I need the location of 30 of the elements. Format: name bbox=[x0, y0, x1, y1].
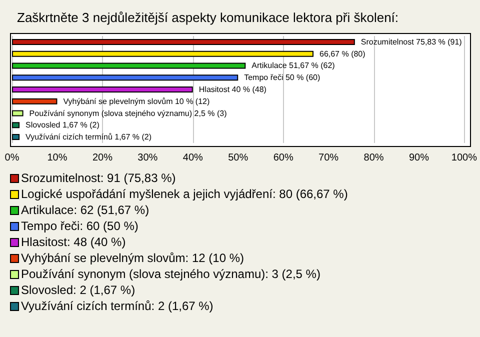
x-tick-label: 40% bbox=[182, 152, 203, 164]
data-label: Vyhýbání se plevelným slovům 10 % (12) bbox=[63, 96, 210, 106]
x-tick-label: 90% bbox=[408, 152, 430, 164]
data-label: Srozumitelnost 75,83 % (91) bbox=[360, 37, 462, 46]
x-tick-label: 80% bbox=[364, 152, 384, 164]
data-label: 66,67 % (80) bbox=[319, 49, 366, 58]
data-label: Slovosled 1,67 % (2) bbox=[26, 120, 100, 130]
text: Používání synonym (slova stejného významu): 3 (2,5 %) bbox=[21, 267, 320, 281]
x-tick-label: 20% bbox=[92, 152, 113, 164]
text: Slovosled: 2 (1,67 %) bbox=[21, 283, 136, 297]
text: Artikulace: 62 (51,67 %) bbox=[21, 203, 150, 217]
data-label: Používání synonym (slova stejného významu) 2,5 % (3) bbox=[29, 108, 228, 118]
data-label: Využívání cizích termínů 1,67 % (2) bbox=[26, 132, 152, 142]
data-label: Hlasitost 40 % (48) bbox=[198, 85, 267, 94]
data-label: Artikulace 51,67 % (62) bbox=[252, 61, 336, 70]
text: Hlasitost: 48 (40 %) bbox=[21, 235, 126, 249]
chart-title: Zaškrtněte 3 nejdůležitější aspekty komunikace lektora při školení: bbox=[17, 10, 399, 25]
x-tick-label: 0% bbox=[4, 152, 20, 164]
data-label: Tempo řeči 50 % (60) bbox=[244, 73, 320, 82]
text: Srozumitelnost: 91 (75,83 %) bbox=[21, 171, 176, 185]
x-tick-label: 70% bbox=[318, 152, 339, 164]
x-tick-label: 60% bbox=[273, 152, 294, 164]
text: Využívání cizích termínů: 2 (1,67 %) bbox=[21, 299, 214, 313]
text: Vyhýbání se plevelným slovům: 12 (10 %) bbox=[21, 251, 244, 265]
x-tick-label: 100% bbox=[451, 152, 478, 164]
x-tick-label: 10% bbox=[47, 152, 68, 164]
text: Logické uspořádání myšlenek a jejich vyjádření: 80 (66,67 %) bbox=[21, 187, 348, 201]
x-tick-label: 50% bbox=[228, 152, 248, 164]
text: Tempo řeči: 60 (50 %) bbox=[21, 219, 138, 233]
x-tick-label: 30% bbox=[138, 152, 158, 164]
